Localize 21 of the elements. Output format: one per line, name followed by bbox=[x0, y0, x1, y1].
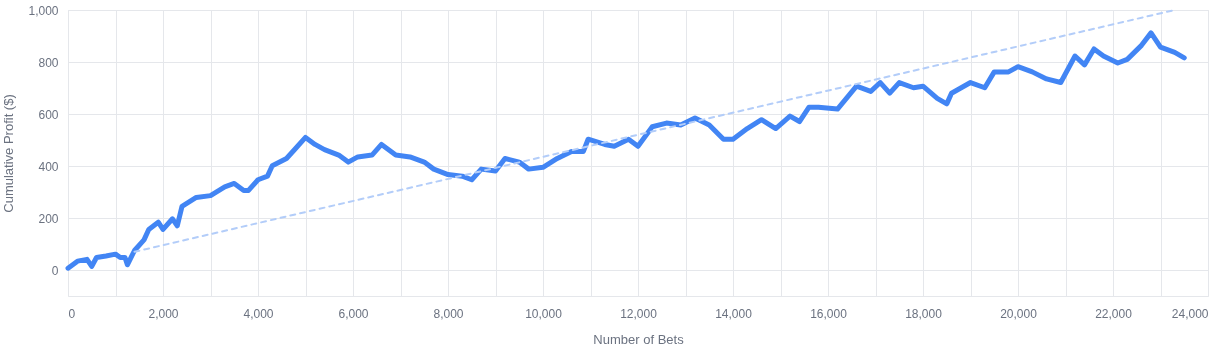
y-tick-label: 0 bbox=[51, 263, 59, 278]
y-axis-title: Cumulative Profit ($) bbox=[1, 94, 17, 213]
x-tick-label: 0 bbox=[68, 306, 76, 321]
y-tick-label: 200 bbox=[38, 211, 59, 226]
x-tick-label: 24,000 bbox=[1171, 306, 1209, 321]
x-tick-label: 12,000 bbox=[620, 306, 658, 321]
y-tick-label: 400 bbox=[38, 159, 59, 174]
x-tick-label: 10,000 bbox=[525, 306, 563, 321]
y-tick-label: 800 bbox=[38, 55, 59, 70]
x-tick-label: 14,000 bbox=[715, 306, 753, 321]
x-tick-label: 6,000 bbox=[338, 306, 369, 321]
x-axis-title: Number of Bets bbox=[593, 331, 685, 347]
x-tick-label: 8,000 bbox=[433, 306, 464, 321]
x-tick-label: 2,000 bbox=[148, 306, 179, 321]
y-tick-label: 1,000 bbox=[28, 3, 59, 18]
x-tick-label: 18,000 bbox=[905, 306, 943, 321]
x-tick-label: 22,000 bbox=[1095, 306, 1133, 321]
x-tick-label: 16,000 bbox=[810, 306, 848, 321]
y-tick-label: 600 bbox=[38, 107, 59, 122]
x-tick-label: 4,000 bbox=[243, 306, 274, 321]
x-tick-label: 20,000 bbox=[1000, 306, 1038, 321]
